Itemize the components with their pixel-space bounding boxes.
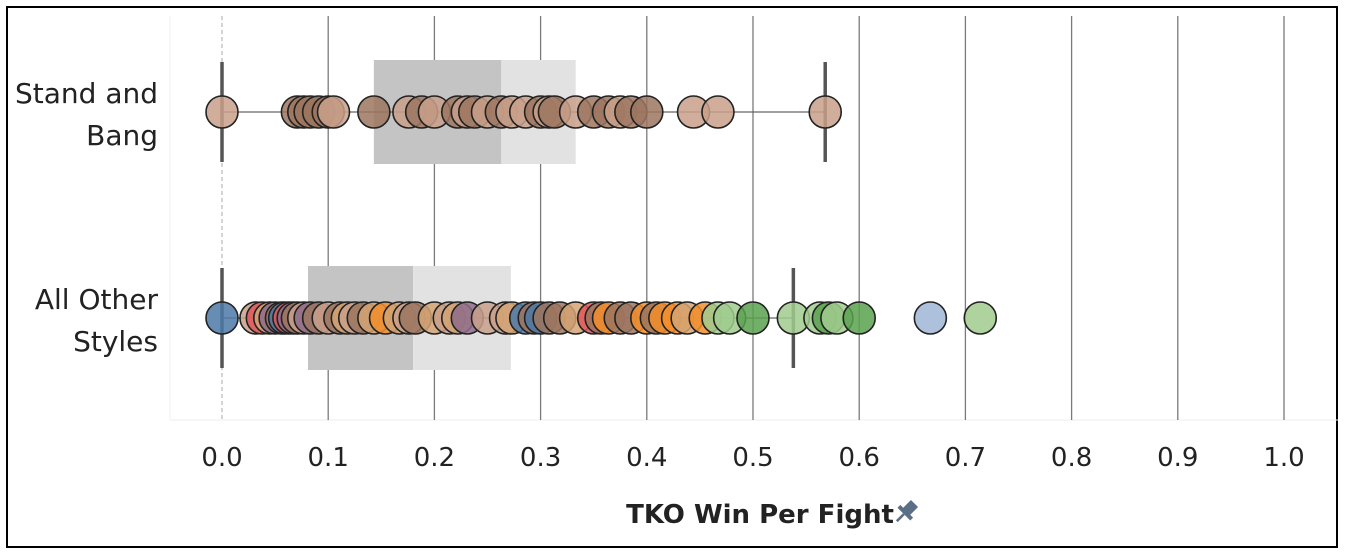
x-tick-label: 0.0 xyxy=(201,443,242,473)
x-tick-label: 0.4 xyxy=(626,443,667,473)
x-tick-label: 0.9 xyxy=(1157,443,1198,473)
category-label: Stand and xyxy=(15,77,158,110)
data-point xyxy=(963,301,998,335)
chart-frame: Stand and Bang All Other Styles 0.0 0.1 0.2 0.3… xyxy=(6,6,1338,548)
data-point xyxy=(842,301,877,335)
data-point xyxy=(205,95,239,129)
x-axis-title: TKO Win Per Fight xyxy=(626,500,894,530)
data-point xyxy=(808,95,843,129)
pin-icon-base xyxy=(897,504,914,521)
x-tick-label: 0.8 xyxy=(1051,443,1092,473)
data-point xyxy=(913,301,948,335)
data-point xyxy=(701,95,735,129)
data-point xyxy=(205,301,239,335)
x-tick-label: 0.2 xyxy=(414,443,455,473)
category-label: Bang xyxy=(86,119,158,152)
x-tick-label: 0.7 xyxy=(945,443,986,473)
x-tick-label: 0.5 xyxy=(732,443,773,473)
data-point xyxy=(736,301,770,335)
pin-icon-needle xyxy=(895,513,905,523)
data-point xyxy=(357,95,391,129)
pin-icon[interactable] xyxy=(890,497,920,527)
category-label: All Other xyxy=(35,283,159,316)
box-plot-chart: Stand and Bang All Other Styles 0.0 0.1 0.2 0.3… xyxy=(15,16,1338,530)
x-tick-label: 0.6 xyxy=(839,443,880,473)
data-point xyxy=(629,95,664,129)
x-tick-label: 0.1 xyxy=(308,443,349,473)
x-tick-label: 1.0 xyxy=(1263,443,1304,473)
category-label: Styles xyxy=(73,325,158,358)
data-point xyxy=(316,95,351,129)
x-tick-label: 0.3 xyxy=(520,443,561,473)
